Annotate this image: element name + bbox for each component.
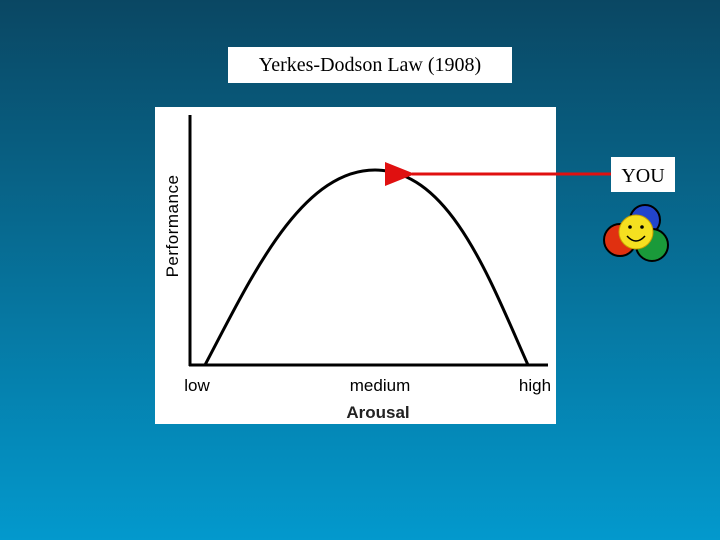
curve: [203, 168, 530, 366]
chart-panel: [155, 107, 556, 424]
title: Yerkes-Dodson Law (1908): [259, 54, 481, 76]
x-axis-label: Arousal: [346, 403, 409, 422]
annotation-box: [611, 157, 675, 192]
x-label: low: [184, 376, 210, 395]
chart: Performance low medium high Arousal: [155, 107, 556, 424]
title-box: [228, 47, 512, 83]
smiley-icon: [603, 204, 669, 262]
x-label: medium: [350, 376, 410, 395]
annotation: YOU: [621, 165, 665, 187]
y-axis-label: Performance: [163, 175, 182, 278]
x-label: high: [519, 376, 551, 395]
